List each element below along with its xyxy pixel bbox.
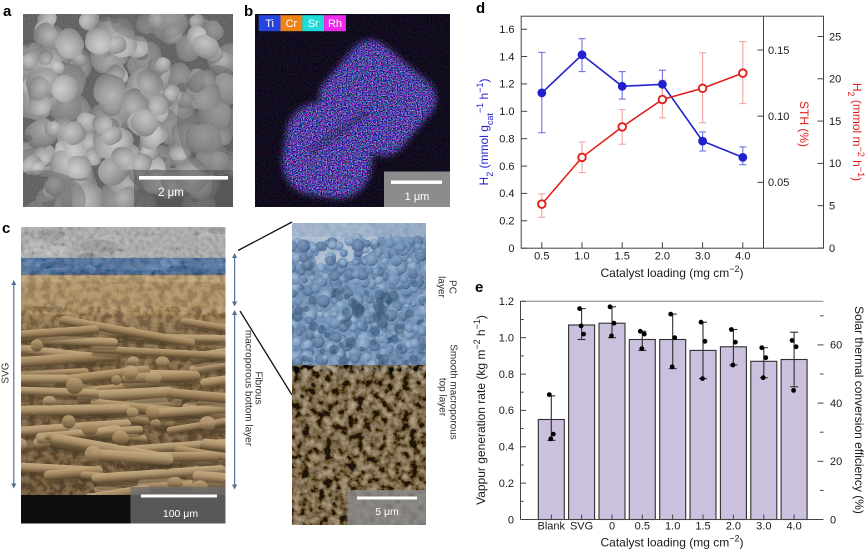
svg-text:1 μm: 1 μm (405, 191, 430, 203)
svg-text:Blank: Blank (538, 521, 566, 533)
svg-text:0: 0 (609, 521, 615, 533)
svg-text:25: 25 (829, 31, 841, 43)
svg-text:H2 (mmol m−2 h−1): H2 (mmol m−2 h−1) (846, 83, 866, 181)
svg-text:e: e (475, 279, 483, 296)
svg-text:0.6: 0.6 (499, 405, 514, 417)
svg-text:0.15: 0.15 (768, 45, 789, 57)
svg-text:0.6: 0.6 (499, 161, 514, 173)
svg-text:0: 0 (829, 243, 835, 255)
svg-text:0: 0 (508, 514, 514, 526)
svg-text:0.4: 0.4 (499, 442, 514, 454)
svg-text:4.0: 4.0 (786, 521, 801, 533)
svg-text:0: 0 (830, 514, 836, 526)
svg-text:Ti: Ti (265, 18, 274, 30)
svg-text:0.8: 0.8 (499, 134, 514, 146)
svg-text:0.8: 0.8 (499, 369, 514, 381)
svg-text:Catalyst loading (mg cm−2): Catalyst loading (mg cm−2) (601, 264, 744, 280)
svg-text:0.5: 0.5 (534, 251, 549, 263)
svg-text:0.2: 0.2 (499, 216, 514, 228)
svg-text:SVG: SVG (570, 521, 593, 533)
svg-text:0: 0 (508, 243, 514, 255)
svg-text:Smooth macroporous: Smooth macroporous (448, 344, 459, 440)
svg-text:1.0: 1.0 (665, 521, 680, 533)
svg-text:b: b (244, 3, 253, 20)
svg-text:Cr: Cr (286, 18, 298, 30)
svg-text:SVG: SVG (1, 362, 12, 383)
svg-text:1.2: 1.2 (499, 296, 514, 308)
svg-text:40: 40 (830, 398, 842, 410)
svg-text:15: 15 (829, 116, 841, 128)
svg-text:0.2: 0.2 (499, 478, 514, 490)
svg-text:STH (%): STH (%) (797, 101, 811, 147)
svg-text:2 μm: 2 μm (158, 187, 184, 199)
svg-text:5 μm: 5 μm (375, 506, 399, 518)
svg-text:top layer: top layer (437, 378, 448, 417)
svg-text:2.0: 2.0 (726, 521, 741, 533)
svg-text:1.0: 1.0 (499, 106, 514, 118)
svg-text:3.0: 3.0 (695, 251, 710, 263)
svg-text:layer: layer (436, 276, 447, 298)
svg-text:Catalyst loading (mg cm−2): Catalyst loading (mg cm−2) (601, 534, 744, 550)
svg-text:10: 10 (829, 158, 841, 170)
svg-text:1.6: 1.6 (499, 24, 514, 36)
svg-text:0.05: 0.05 (768, 177, 789, 189)
svg-text:Solar thermal conversion effic: Solar thermal conversion efficiency (%) (852, 306, 866, 514)
svg-text:60: 60 (830, 340, 842, 352)
svg-text:0.10: 0.10 (768, 111, 789, 123)
svg-text:20: 20 (829, 74, 841, 86)
svg-text:macroporous bottom layer: macroporous bottom layer (243, 330, 254, 447)
svg-text:Sr: Sr (308, 18, 319, 30)
svg-text:Fibrous: Fibrous (253, 371, 264, 404)
svg-text:3.0: 3.0 (756, 521, 771, 533)
svg-text:1.4: 1.4 (499, 51, 514, 63)
svg-text:20: 20 (830, 456, 842, 468)
svg-text:2.0: 2.0 (655, 251, 670, 263)
svg-text:Vappur generation rate (kg m−2: Vappur generation rate (kg m−2 h−1) (472, 315, 488, 505)
svg-text:1.2: 1.2 (499, 79, 514, 91)
svg-text:1.5: 1.5 (615, 251, 630, 263)
svg-text:100 μm: 100 μm (163, 508, 198, 520)
svg-text:1.5: 1.5 (695, 521, 710, 533)
svg-text:c: c (2, 220, 10, 237)
svg-text:5: 5 (829, 201, 835, 213)
svg-text:d: d (476, 0, 485, 17)
svg-text:1.0: 1.0 (499, 333, 514, 345)
svg-text:1.0: 1.0 (574, 251, 589, 263)
svg-text:Rh: Rh (328, 18, 342, 30)
svg-text:PC: PC (447, 280, 458, 294)
svg-text:0.4: 0.4 (499, 188, 514, 200)
svg-text:0.5: 0.5 (635, 521, 650, 533)
svg-text:4.0: 4.0 (735, 251, 750, 263)
svg-text:a: a (3, 3, 12, 20)
